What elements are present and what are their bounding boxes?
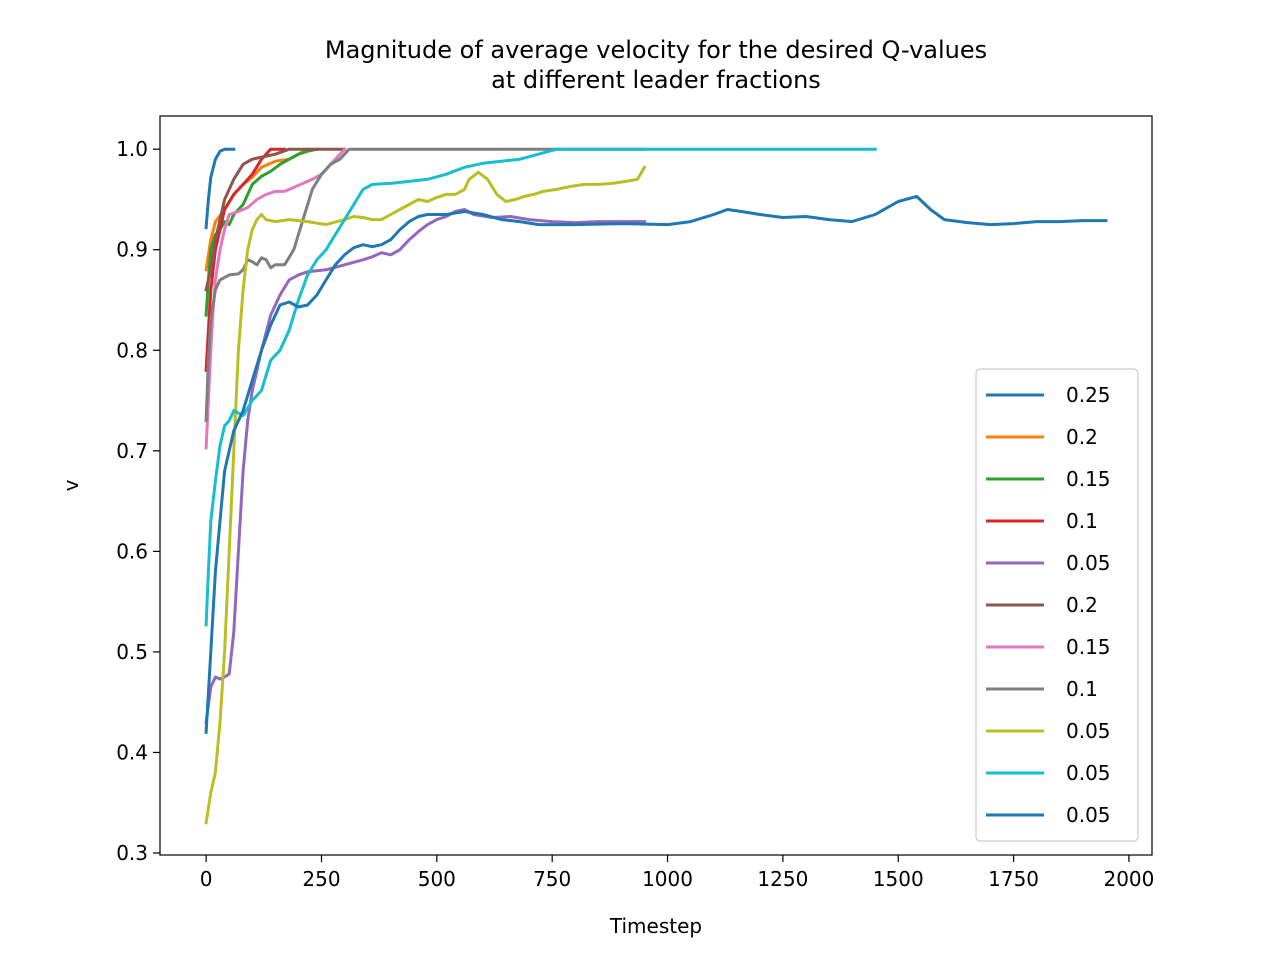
series-line-10 (204, 147, 877, 627)
legend-label: 0.05 (1066, 761, 1111, 785)
y-axis-label: v (59, 479, 83, 491)
legend-label: 0.05 (1066, 551, 1111, 575)
chart-title-line: Magnitude of average velocity for the de… (325, 36, 987, 64)
x-axis-label: Timestep (609, 914, 702, 938)
legend-label: 0.1 (1066, 677, 1098, 701)
x-tick-label: 2000 (1103, 867, 1154, 891)
y-tick-label: 0.3 (116, 841, 148, 865)
y-tick-label: 1.0 (116, 137, 148, 161)
series-line-1 (204, 147, 236, 230)
x-tick-label: 500 (418, 867, 456, 891)
y-axis-ticks: 0.3 0.4 0.5 0.6 0.7 0.8 0.9 1.0 (116, 137, 160, 865)
legend-label: 0.15 (1066, 467, 1111, 491)
legend-label: 0.05 (1066, 719, 1111, 743)
x-tick-label: 750 (533, 867, 571, 891)
series-line-8 (204, 147, 646, 423)
y-tick-label: 0.8 (116, 338, 148, 362)
chart-title-line: at different leader fractions (491, 66, 821, 94)
y-tick-label: 0.4 (116, 740, 148, 764)
series-line-9 (204, 165, 647, 825)
x-tick-label: 0 (200, 867, 213, 891)
x-tick-label: 1750 (988, 867, 1039, 891)
series-lines (204, 147, 1108, 825)
y-tick-label: 0.6 (116, 539, 148, 563)
legend-label: 0.25 (1066, 383, 1111, 407)
legend-label: 0.1 (1066, 509, 1098, 533)
legend-label: 0.15 (1066, 635, 1111, 659)
series-line-6 (204, 147, 347, 292)
series-line-11 (204, 194, 1108, 734)
legend-label: 0.2 (1066, 425, 1098, 449)
legend-label: 0.2 (1066, 593, 1098, 617)
x-tick-label: 250 (302, 867, 340, 891)
y-tick-label: 0.7 (116, 439, 148, 463)
x-tick-label: 1000 (642, 867, 693, 891)
series-line-5 (204, 208, 646, 724)
plot-frame (159, 115, 1153, 856)
legend-label: 0.05 (1066, 803, 1111, 827)
x-axis-ticks: 0 250 500 750 1000 1250 1500 1750 2000 (200, 855, 1154, 891)
y-tick-label: 0.9 (116, 238, 148, 262)
x-tick-label: 1500 (873, 867, 924, 891)
y-tick-label: 0.5 (116, 640, 148, 664)
legend: 0.25 0.2 0.15 0.1 0.05 0.2 0.15 0.1 0.05 0.05 0.05 (975, 368, 1139, 842)
x-tick-label: 1250 (757, 867, 808, 891)
series-line-3 (204, 147, 319, 317)
chart-title: Magnitude of average velocity for the de… (325, 36, 987, 94)
legend-box (975, 368, 1139, 842)
